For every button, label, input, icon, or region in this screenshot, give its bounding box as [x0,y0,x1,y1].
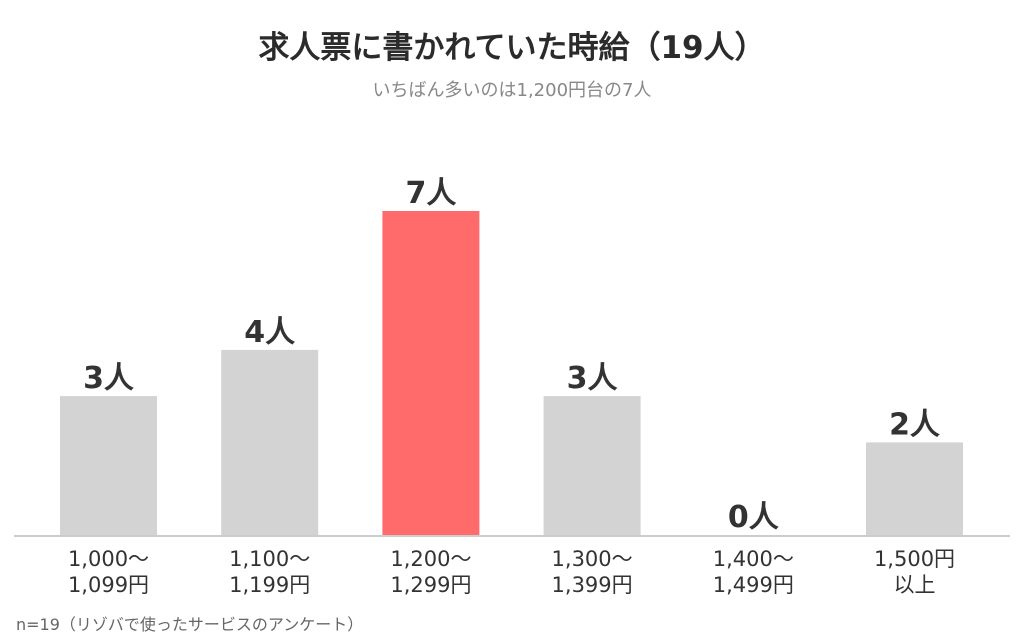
x-tick-labels-group: 1,000〜 1,099円 1,100〜 1,199円 1,200〜 1,299円 1,30… [68,547,955,597]
x-tick-label-2: 1,100〜 1,199円 [229,547,310,597]
x-tick-label-line: 1,000〜 [68,547,149,571]
x-tick-label-line: 1,499円 [713,573,794,597]
x-tick-label-line: 1,300〜 [552,547,633,571]
value-label-1: 3人 [83,361,134,396]
bar-2 [221,349,319,535]
x-tick-label-line: 1,200〜 [390,547,471,571]
x-tick-label-line: 1,199円 [229,573,310,597]
x-tick-label-line: 1,500円 [874,547,955,571]
x-tick-label-1: 1,000〜 1,099円 [68,547,149,597]
x-tick-label-line: 1,100〜 [229,547,310,571]
chart-subtitle: いちばん多いのは1,200円台の7人 [372,80,652,101]
bar-6 [866,442,963,535]
value-label-6: 2人 [889,407,940,442]
x-tick-label-3: 1,200〜 1,299円 [390,547,471,597]
x-tick-label-line: 1,299円 [390,573,471,597]
bars-group [60,211,963,535]
bar-1 [60,396,157,535]
value-label-2: 4人 [244,315,295,350]
value-label-3: 7人 [405,176,456,211]
value-labels-group: 3人 4人 7人 3人 0人 2人 [83,176,940,535]
x-tick-label-line: 1,399円 [552,573,633,597]
x-tick-label-line: 1,400〜 [713,547,794,571]
bar-3 [382,211,480,535]
x-tick-label-6: 1,500円以上 [874,547,955,597]
bar-4 [543,396,641,535]
footnote: n=19（リゾバで使ったサービスのアンケート） [16,615,364,634]
x-tick-label-4: 1,300〜 1,399円 [552,547,633,597]
x-tick-label-line: 1,099円 [68,573,149,597]
x-tick-label-5: 1,400〜 1,499円 [713,547,794,597]
value-label-4: 3人 [567,361,618,396]
value-label-5: 0人 [728,500,779,535]
x-tick-label-line: 以上 [894,573,936,597]
chart-title: 求人票に書かれていた時給（19人） [258,30,766,66]
